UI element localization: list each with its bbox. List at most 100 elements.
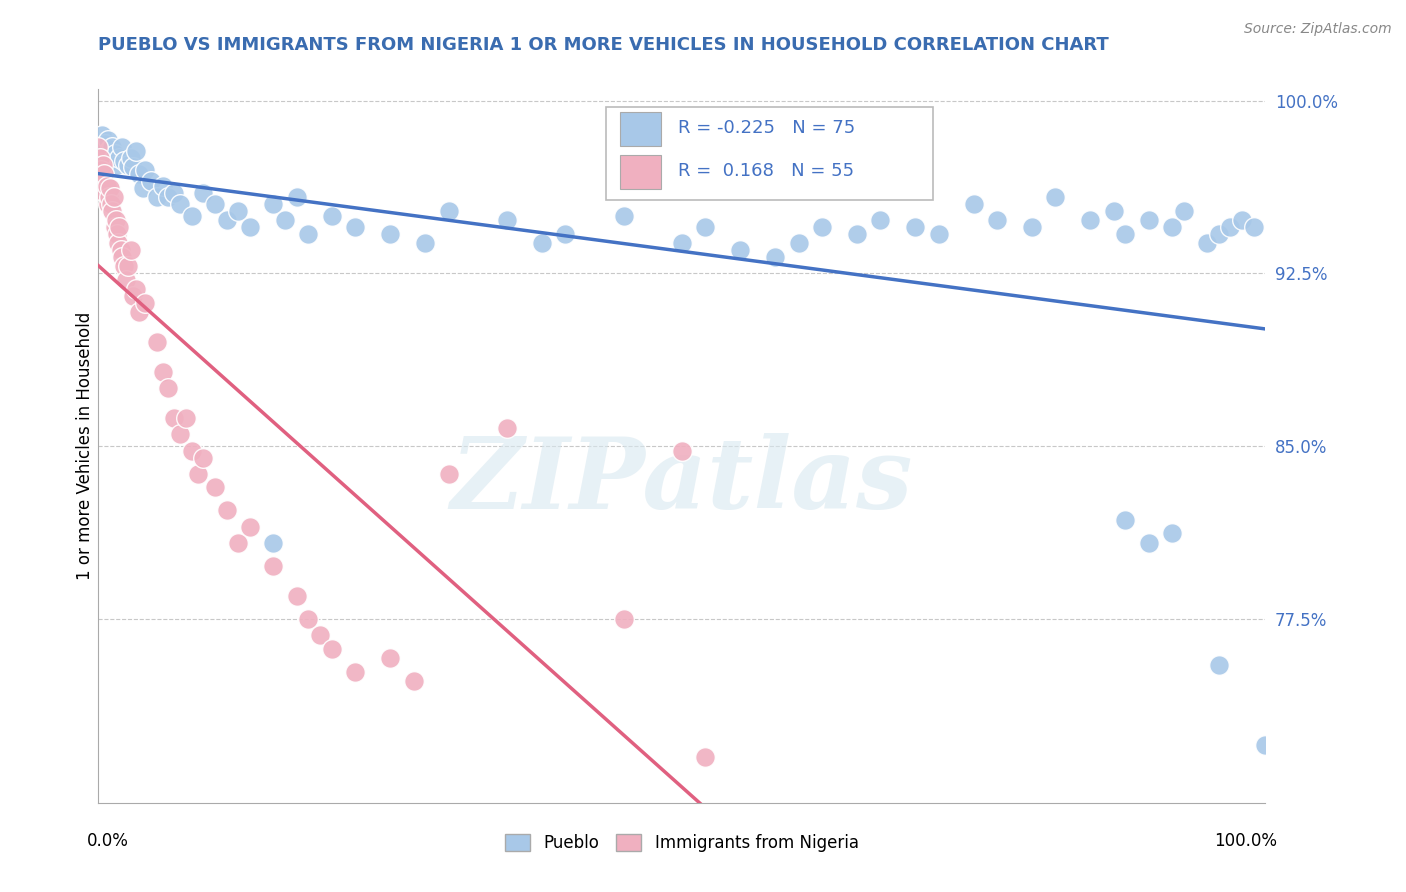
Point <box>1195 236 1218 251</box>
Point <box>90 174 112 188</box>
Point <box>262 558 284 573</box>
Point <box>215 213 238 227</box>
Point <box>110 244 132 258</box>
Point <box>962 197 984 211</box>
Point <box>112 153 135 168</box>
Point <box>1254 738 1277 752</box>
Point <box>928 227 950 242</box>
Point <box>108 220 131 235</box>
Point <box>1080 213 1102 227</box>
Point <box>321 209 343 223</box>
Point <box>530 236 553 251</box>
Point <box>846 227 869 242</box>
Point <box>146 190 169 204</box>
Point <box>87 140 110 154</box>
Point <box>90 128 112 143</box>
Point <box>228 204 250 219</box>
Point <box>91 158 114 172</box>
Point <box>120 244 142 258</box>
Point <box>101 204 124 219</box>
Point <box>344 220 367 235</box>
Point <box>437 467 460 481</box>
Point <box>125 283 148 297</box>
Point <box>402 673 425 688</box>
Point <box>869 213 891 227</box>
Text: 100.0%: 100.0% <box>1213 831 1277 849</box>
Point <box>101 140 124 154</box>
Point <box>239 220 262 235</box>
Point <box>285 589 308 603</box>
Point <box>695 220 717 235</box>
Point <box>986 213 1008 227</box>
Point <box>94 137 117 152</box>
Point <box>134 296 156 310</box>
Point <box>125 145 148 159</box>
Point <box>1161 526 1184 541</box>
Point <box>169 197 191 211</box>
Point <box>309 628 332 642</box>
Point <box>112 260 135 274</box>
Point <box>96 178 118 193</box>
Point <box>98 142 121 156</box>
Point <box>695 749 717 764</box>
Point <box>380 650 402 665</box>
Point <box>297 612 319 626</box>
Point <box>1243 220 1265 235</box>
Point <box>93 167 115 181</box>
Point <box>1114 513 1136 527</box>
Point <box>97 133 120 147</box>
Point <box>163 186 186 200</box>
Point <box>104 220 127 235</box>
Point <box>671 443 693 458</box>
Point <box>97 197 120 211</box>
Point <box>146 335 169 350</box>
Y-axis label: 1 or more Vehicles in Household: 1 or more Vehicles in Household <box>76 312 94 580</box>
Point <box>98 181 121 195</box>
Point <box>554 227 576 242</box>
Point <box>1114 227 1136 242</box>
Point <box>174 411 197 425</box>
Text: PUEBLO VS IMMIGRANTS FROM NIGERIA 1 OR MORE VEHICLES IN HOUSEHOLD CORRELATION CH: PUEBLO VS IMMIGRANTS FROM NIGERIA 1 OR M… <box>98 36 1109 54</box>
Point <box>89 151 111 165</box>
Point <box>204 480 226 494</box>
Point <box>105 227 128 242</box>
Point <box>437 204 460 219</box>
Point <box>108 151 131 165</box>
Point <box>107 236 129 251</box>
Point <box>413 236 436 251</box>
Point <box>1137 535 1160 549</box>
Point <box>1161 220 1184 235</box>
Point <box>193 186 215 200</box>
Point <box>122 161 145 175</box>
Point <box>111 250 134 264</box>
Legend: Pueblo, Immigrants from Nigeria: Pueblo, Immigrants from Nigeria <box>499 827 865 859</box>
Point <box>152 178 174 193</box>
Point <box>104 146 127 161</box>
Point <box>1137 213 1160 227</box>
Point <box>262 197 284 211</box>
Point <box>1219 220 1241 235</box>
Point <box>93 145 115 159</box>
FancyBboxPatch shape <box>620 112 661 146</box>
Point <box>103 190 125 204</box>
Point <box>1208 657 1230 672</box>
Point <box>104 213 127 227</box>
Point <box>139 174 162 188</box>
Point <box>117 260 139 274</box>
Point <box>904 220 927 235</box>
Point <box>380 227 402 242</box>
FancyBboxPatch shape <box>620 155 661 189</box>
Point <box>613 209 636 223</box>
Point <box>180 209 202 223</box>
Point <box>262 535 284 549</box>
Point <box>132 181 155 195</box>
Point <box>120 151 142 165</box>
Point <box>671 236 693 251</box>
Point <box>285 190 308 204</box>
Point <box>1102 204 1125 219</box>
Point <box>105 158 128 172</box>
Point <box>100 153 122 168</box>
Point <box>344 665 367 679</box>
Point <box>169 427 191 442</box>
Point <box>1173 204 1195 219</box>
